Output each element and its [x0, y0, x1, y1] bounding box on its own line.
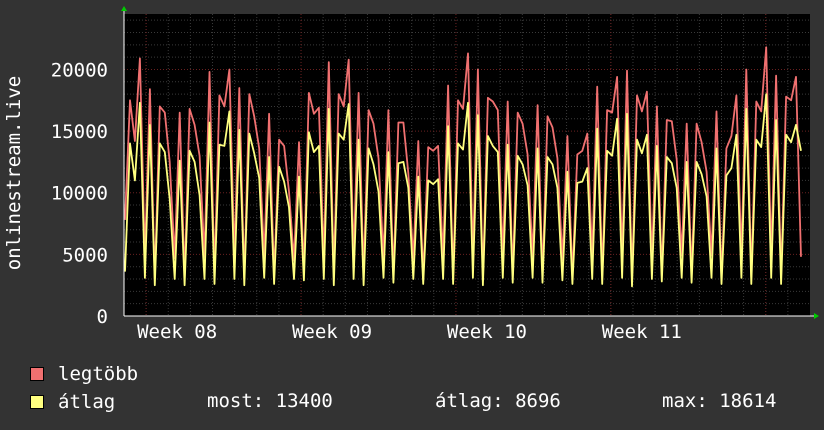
legend-item-max: legtöbb: [30, 362, 138, 386]
legend-label-avg: átlag: [58, 391, 116, 413]
stat-maximum: max: 18614: [662, 390, 777, 412]
y-tick-label: 0: [97, 306, 108, 328]
y-tick-label: 5000: [62, 244, 108, 266]
y-tick-label: 20000: [51, 59, 108, 81]
traffic-chart: 0 5000 10000 15000 20000 Week 08 Week 09 Week 1…: [3, 6, 819, 343]
y-axis-arrow: [121, 6, 127, 11]
legend-swatch-avg: [30, 395, 44, 409]
y-tick-label: 15000: [51, 121, 108, 143]
legend-item-avg: átlag: [30, 390, 115, 414]
x-tick-label: Week 08: [137, 321, 217, 343]
x-axis-arrow: [814, 313, 819, 319]
y-axis-title: onlinestream.live: [3, 76, 25, 270]
legend-label-max: legtöbb: [58, 363, 139, 385]
stat-current: most: 13400: [207, 390, 333, 412]
x-tick-label: Week 09: [292, 321, 372, 343]
x-tick-label: Week 11: [602, 321, 682, 343]
y-tick-label: 10000: [51, 183, 108, 205]
series-line-avg: [124, 93, 802, 288]
series-line-max: [124, 46, 802, 280]
legend-swatch-max: [30, 367, 44, 381]
x-tick-label: Week 10: [447, 321, 527, 343]
stat-average: átlag: 8696: [435, 390, 561, 412]
